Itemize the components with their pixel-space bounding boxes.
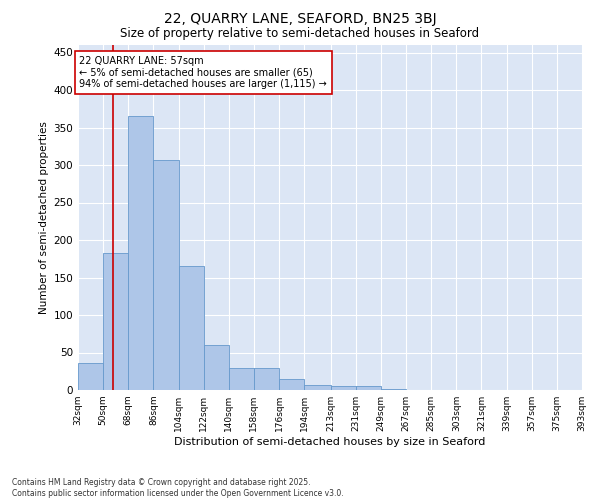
Text: Contains HM Land Registry data © Crown copyright and database right 2025.
Contai: Contains HM Land Registry data © Crown c… — [12, 478, 344, 498]
Bar — [304, 385, 331, 390]
Bar — [128, 116, 154, 390]
Y-axis label: Number of semi-detached properties: Number of semi-detached properties — [39, 121, 49, 314]
Text: Size of property relative to semi-detached houses in Seaford: Size of property relative to semi-detach… — [121, 28, 479, 40]
X-axis label: Distribution of semi-detached houses by size in Seaford: Distribution of semi-detached houses by … — [175, 437, 485, 447]
Bar — [78, 363, 103, 390]
Bar — [331, 386, 356, 390]
Bar — [229, 368, 254, 390]
Bar — [179, 266, 203, 390]
Bar — [381, 389, 406, 390]
Bar — [279, 379, 304, 390]
Text: 22 QUARRY LANE: 57sqm
← 5% of semi-detached houses are smaller (65)
94% of semi-: 22 QUARRY LANE: 57sqm ← 5% of semi-detac… — [79, 56, 327, 90]
Bar — [356, 386, 381, 390]
Text: 22, QUARRY LANE, SEAFORD, BN25 3BJ: 22, QUARRY LANE, SEAFORD, BN25 3BJ — [164, 12, 436, 26]
Bar — [103, 253, 128, 390]
Bar — [254, 368, 279, 390]
Bar — [154, 160, 179, 390]
Bar — [203, 345, 229, 390]
